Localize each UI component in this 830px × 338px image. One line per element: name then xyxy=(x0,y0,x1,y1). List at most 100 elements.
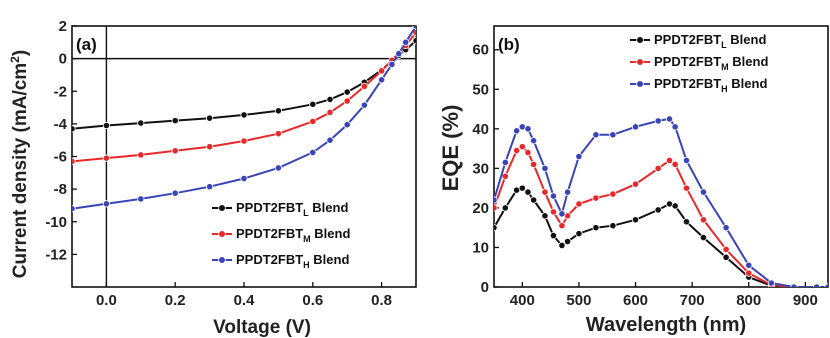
panel-b-eqe-chart: EQE (%) Wavelength (nm) (b) 400 500 600 700… xyxy=(438,25,829,336)
panel-a-data-point xyxy=(360,101,368,109)
panel-a-legend-entry: PPDT2FBTM Blend xyxy=(236,226,350,244)
panel-a-x-tick-label: 0.6 xyxy=(302,292,323,309)
panel-a-data-point xyxy=(402,38,410,46)
panel-a-y-tick-label: -12 xyxy=(45,246,67,263)
panel-b-data-point xyxy=(530,196,538,204)
panel-a-data-point xyxy=(309,100,317,108)
panel-a-data-point xyxy=(326,108,334,117)
panel-b-data-point xyxy=(682,156,691,165)
panel-b-y-axis-title: EQE (%) xyxy=(438,105,463,192)
panel-a-y-tick-label: 2 xyxy=(59,18,67,35)
panel-a-data-point xyxy=(309,117,317,126)
panel-a-data-point xyxy=(206,114,214,122)
panel-b-x-tick-label: 700 xyxy=(680,292,705,309)
panel-a-data-point xyxy=(343,97,351,105)
panel-a-legend-swatch-marker xyxy=(218,204,226,212)
panel-b-data-point xyxy=(722,253,730,261)
panel-a-series-h xyxy=(72,26,416,213)
panel-b-series-h xyxy=(494,115,828,287)
panel-b-data-point xyxy=(671,160,679,169)
panel-b-data-point xyxy=(524,148,532,157)
panel-b-data-point xyxy=(518,143,526,151)
panel-a-data-point xyxy=(343,88,351,96)
panel-b-x-axis-title: Wavelength (nm) xyxy=(586,314,746,336)
panel-b-data-point xyxy=(745,261,753,269)
panel-b-series-line xyxy=(494,117,828,287)
panel-b-plot-frame xyxy=(493,25,829,288)
panel-a-data-point xyxy=(309,148,317,157)
panel-a-data-point xyxy=(360,82,368,90)
panel-b-legend-swatch-marker xyxy=(636,58,644,66)
panel-b-y-tick-label: 20 xyxy=(472,200,489,217)
panel-b-data-point xyxy=(558,222,566,230)
panel-b-data-point xyxy=(575,230,583,238)
panel-b-data-point xyxy=(501,158,509,167)
panel-b-data-point xyxy=(654,117,662,125)
panel-a-y-tick-label: 0 xyxy=(59,51,67,68)
panel-b-data-point xyxy=(549,231,558,240)
panel-b-data-point xyxy=(654,206,662,214)
panel-a-series-m xyxy=(72,28,416,165)
panel-a-series-line xyxy=(72,31,416,163)
panel-a-y-axis-title: Current density (mA/cm2) xyxy=(8,50,31,278)
panel-b-data-point xyxy=(682,184,691,192)
panel-b-data-point xyxy=(513,127,521,135)
panel-a-data-point xyxy=(326,136,334,144)
panel-a-y-tick-label: -2 xyxy=(54,83,67,100)
panel-a-y-tick-label: -8 xyxy=(54,181,67,198)
panel-a-data-point xyxy=(377,67,386,75)
panel-b-y-tick-label: 60 xyxy=(472,42,489,59)
panel-b-data-point xyxy=(501,172,509,180)
panel-b-data-point xyxy=(549,208,558,216)
panel-a-legend-entry: PPDT2FBTH Blend xyxy=(236,252,349,270)
panel-b-data-point xyxy=(558,241,566,250)
panel-a-x-tick-label: 0.4 xyxy=(234,292,256,309)
panel-b-data-point xyxy=(699,216,708,224)
panel-a-data-point xyxy=(137,195,145,203)
panel-b-x-tick-label: 800 xyxy=(736,292,761,309)
panel-b-data-point xyxy=(745,269,753,277)
panel-b-data-point xyxy=(682,218,691,226)
panel-a-data-point xyxy=(343,121,351,129)
panel-a-data-point xyxy=(72,205,76,213)
panel-b-x-tick-label: 600 xyxy=(623,292,648,309)
panel-b-data-point xyxy=(592,224,600,232)
panel-b-data-point xyxy=(541,164,549,172)
panel-a-data-point xyxy=(102,154,111,162)
panel-b-data-point xyxy=(609,190,617,198)
panel-a-data-point xyxy=(171,189,179,197)
panel-b-data-point xyxy=(530,137,538,145)
panel-b-legend-swatch-marker xyxy=(636,80,644,88)
panel-b-legend-swatch-marker xyxy=(636,36,644,44)
panel-b-data-point xyxy=(722,245,730,254)
panel-a-jv-chart: Current density (mA/cm2) Voltage (V) (a)… xyxy=(8,18,417,338)
panel-b-data-point xyxy=(592,131,600,139)
panel-b-y-tick-label: 30 xyxy=(472,160,489,177)
panel-a-y-tick-label: -4 xyxy=(54,116,68,133)
panel-b-data-point xyxy=(563,188,572,196)
panel-a-data-point xyxy=(412,37,416,45)
panel-b-legend-entry: PPDT2FBTL Blend xyxy=(654,32,766,50)
panel-a-label: (a) xyxy=(76,35,97,54)
panel-a-data-point xyxy=(388,60,396,68)
panel-b-data-point xyxy=(563,237,572,246)
panel-a-y-tick-label: -6 xyxy=(54,149,67,166)
panel-b-x-tick-label: 500 xyxy=(566,292,591,309)
panel-b-y-tick-label: 40 xyxy=(472,121,489,138)
panel-a-data-point xyxy=(72,157,76,165)
panel-b-data-point xyxy=(631,216,640,224)
panel-b-data-point xyxy=(518,184,526,192)
panel-a-data-point xyxy=(274,130,282,138)
panel-a-data-point xyxy=(240,174,248,183)
panel-b-series-line xyxy=(494,186,828,287)
panel-b-data-point xyxy=(558,210,566,218)
panel-b-data-point xyxy=(665,156,674,165)
panel-a-data-point xyxy=(171,117,179,125)
panel-b-series-l xyxy=(494,184,828,287)
panel-a-data-point xyxy=(206,183,214,191)
panel-b-data-point xyxy=(790,283,798,287)
panel-b-data-point xyxy=(501,204,509,212)
panel-a-x-tick-label: 0.8 xyxy=(371,292,392,309)
panel-b-y-tick-label: 0 xyxy=(481,279,489,296)
